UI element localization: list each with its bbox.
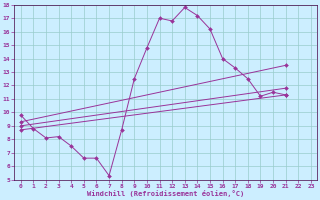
- X-axis label: Windchill (Refroidissement éolien,°C): Windchill (Refroidissement éolien,°C): [87, 190, 244, 197]
